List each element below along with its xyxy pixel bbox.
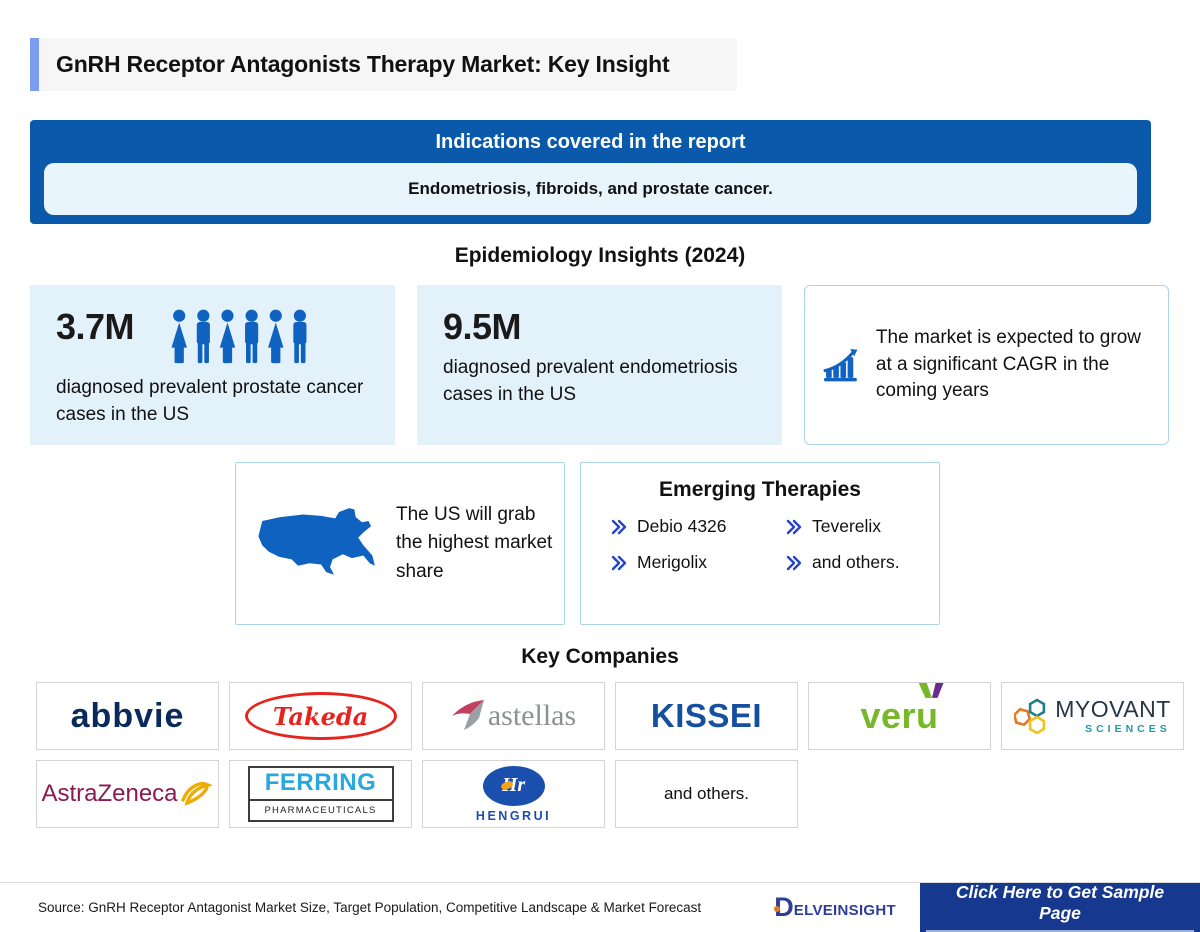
stat-description: diagnosed prevalent prostate cancer case…	[56, 377, 364, 425]
astrazeneca-wordmark: AstraZeneca	[41, 780, 178, 807]
company-others-cell: and others.	[615, 760, 798, 828]
company-logo-takeda: Takeda	[229, 682, 412, 750]
company-logo-hengrui: Hr HENGRUI	[422, 760, 605, 828]
company-logo-grid: abbvie Takeda astellas KISSEI veru	[36, 682, 1200, 828]
hengrui-monogram: Hr	[501, 774, 526, 796]
myovant-lockup: MYOVANT SCIENCES	[1014, 695, 1171, 735]
us-market-share-text: The US will grab the highest market shar…	[396, 504, 553, 582]
therapy-item: and others.	[786, 552, 933, 573]
delveinsight-wordmark: ELVEINSIGHT	[793, 901, 896, 919]
myovant-hexagons-icon	[1014, 698, 1046, 734]
stat-card-endometriosis: 9.5M diagnosed prevalent endometriosis c…	[417, 285, 782, 445]
delveinsight-logo: D ELVEINSIGHT	[774, 893, 896, 921]
company-logo-abbvie: abbvie	[36, 682, 219, 750]
therapy-item: Merigolix	[611, 552, 786, 573]
myovant-wordmark: MYOVANT	[1055, 695, 1171, 722]
chevron-bullet-icon	[786, 519, 802, 534]
footer: Source: GnRH Receptor Antagonist Market …	[0, 882, 1200, 932]
astellas-lockup: astellas	[451, 699, 576, 733]
epidemiology-cards: 3.7M	[30, 285, 1170, 445]
ferring-lockup: FERRING PHARMACEUTICALS	[247, 766, 394, 822]
others-label: and others.	[663, 784, 750, 803]
ferring-subtext: PHARMACEUTICALS	[249, 799, 392, 820]
get-sample-page-label: Click Here to Get Sample Page	[926, 882, 1194, 932]
hengrui-oval-mark: Hr	[482, 765, 545, 806]
company-logo-myovant: MYOVANT SCIENCES	[1001, 682, 1184, 750]
ferring-wordmark: FERRING	[264, 769, 377, 796]
growth-description: The market is expected to grow at a sign…	[875, 326, 1141, 402]
hengrui-lockup: Hr HENGRUI	[475, 765, 552, 823]
indications-banner: Indications covered in the report Endome…	[30, 120, 1151, 224]
emerging-therapies-list: Debio 4326 Teverelix Merigolix	[581, 502, 939, 573]
therapy-item: Teverelix	[786, 516, 933, 537]
therapy-label: Debio 4326	[637, 516, 727, 536]
takeda-oval-mark: Takeda	[244, 692, 397, 740]
veru-check-icon	[918, 683, 943, 698]
company-logo-astrazeneca: AstraZeneca	[36, 760, 219, 828]
takeda-wordmark: Takeda	[272, 701, 369, 731]
chevron-bullet-icon	[786, 555, 802, 570]
veru-lockup: veru	[860, 683, 943, 737]
growth-chart-icon	[823, 349, 858, 382]
stat-value: 9.5M	[443, 306, 522, 347]
stat-value: 3.7M	[56, 306, 135, 347]
delveinsight-dot-icon	[774, 905, 781, 912]
chevron-bullet-icon	[611, 555, 627, 570]
key-companies-heading: Key Companies	[521, 645, 679, 668]
company-logo-veru: veru	[808, 682, 991, 750]
abbvie-wordmark: abbvie	[70, 696, 185, 735]
veru-wordmark: veru	[860, 695, 939, 736]
stat-row: 3.7M	[56, 309, 377, 365]
stat-card-prostate: 3.7M	[30, 285, 395, 445]
page-title: GnRH Receptor Antagonists Therapy Market…	[56, 51, 670, 77]
therapy-label: Merigolix	[637, 552, 708, 572]
astrazeneca-swoosh-icon	[180, 782, 213, 806]
get-sample-page-button[interactable]: Click Here to Get Sample Page	[920, 882, 1200, 932]
epidemiology-heading: Epidemiology Insights (2024)	[454, 244, 746, 267]
emerging-therapies-box: Emerging Therapies Debio 4326 Teverelix	[580, 462, 940, 625]
myovant-subtext: SCIENCES	[1085, 722, 1171, 735]
therapy-item: Debio 4326	[611, 516, 786, 537]
market-growth-card: The market is expected to grow at a sign…	[804, 285, 1169, 445]
indications-content: Endometriosis, fibroids, and prostate ca…	[44, 163, 1137, 215]
chevron-bullet-icon	[611, 519, 627, 534]
emerging-therapies-heading: Emerging Therapies	[659, 478, 861, 501]
astellas-wordmark: astellas	[487, 699, 577, 732]
astrazeneca-lockup: AstraZeneca	[41, 776, 213, 812]
us-market-share-box: The US will grab the highest market shar…	[235, 462, 565, 625]
page-title-bar: GnRH Receptor Antagonists Therapy Market…	[30, 38, 737, 91]
company-logo-kissei: KISSEI	[615, 682, 798, 750]
myovant-text: MYOVANT SCIENCES	[1055, 695, 1171, 735]
us-map-icon	[258, 507, 375, 575]
therapy-label: Teverelix	[812, 516, 882, 536]
source-text: Source: GnRH Receptor Antagonist Market …	[38, 899, 702, 915]
company-logo-ferring: FERRING PHARMACEUTICALS	[229, 760, 412, 828]
company-logo-astellas: astellas	[422, 682, 605, 750]
stat-description: diagnosed prevalent endometriosis cases …	[443, 357, 738, 405]
astellas-star-icon	[451, 700, 484, 730]
kissei-wordmark: KISSEI	[650, 697, 763, 734]
hengrui-wordmark: HENGRUI	[475, 808, 552, 823]
indications-heading: Indications covered in the report	[435, 131, 746, 153]
people-icon	[171, 309, 307, 364]
therapy-label: and others.	[812, 552, 900, 572]
insights-row: The US will grab the highest market shar…	[235, 462, 1200, 625]
